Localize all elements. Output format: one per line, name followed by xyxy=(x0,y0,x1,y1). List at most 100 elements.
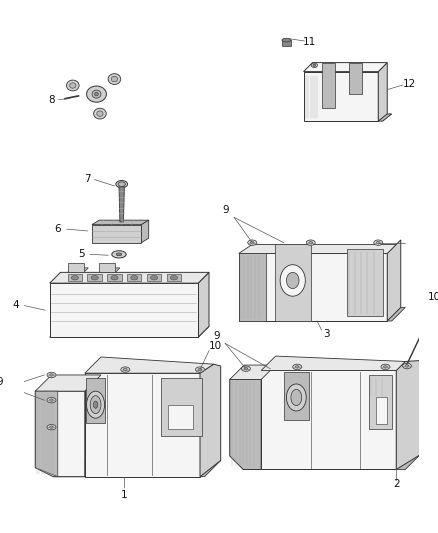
Text: 5: 5 xyxy=(78,249,85,260)
Ellipse shape xyxy=(92,90,101,98)
Polygon shape xyxy=(321,62,335,108)
Polygon shape xyxy=(239,245,396,254)
Ellipse shape xyxy=(248,240,257,245)
Ellipse shape xyxy=(117,253,122,256)
Ellipse shape xyxy=(47,424,56,430)
Ellipse shape xyxy=(311,63,318,68)
Polygon shape xyxy=(49,283,198,337)
Polygon shape xyxy=(275,245,311,321)
Text: 1: 1 xyxy=(121,490,128,500)
Text: 8: 8 xyxy=(48,94,55,104)
Ellipse shape xyxy=(241,366,251,372)
Ellipse shape xyxy=(293,364,302,369)
Polygon shape xyxy=(198,272,209,337)
Polygon shape xyxy=(169,405,193,429)
Ellipse shape xyxy=(91,276,98,280)
Ellipse shape xyxy=(313,64,316,67)
Ellipse shape xyxy=(291,390,302,406)
Text: 11: 11 xyxy=(303,37,316,47)
Ellipse shape xyxy=(95,92,98,96)
Ellipse shape xyxy=(198,368,202,370)
Ellipse shape xyxy=(49,399,53,401)
Polygon shape xyxy=(304,62,387,71)
Polygon shape xyxy=(239,254,266,321)
Ellipse shape xyxy=(251,241,254,244)
Text: 9: 9 xyxy=(222,205,229,215)
Ellipse shape xyxy=(67,80,79,91)
Ellipse shape xyxy=(306,240,315,245)
Ellipse shape xyxy=(124,368,127,370)
Polygon shape xyxy=(369,375,392,429)
Polygon shape xyxy=(127,274,141,281)
Ellipse shape xyxy=(94,108,106,119)
Polygon shape xyxy=(230,379,261,470)
Ellipse shape xyxy=(87,391,105,418)
Text: 10: 10 xyxy=(209,341,222,351)
Ellipse shape xyxy=(97,111,103,116)
Ellipse shape xyxy=(376,241,380,244)
Polygon shape xyxy=(49,272,209,283)
Ellipse shape xyxy=(384,366,387,368)
Ellipse shape xyxy=(49,426,53,429)
Ellipse shape xyxy=(112,251,126,258)
Polygon shape xyxy=(49,326,209,337)
Ellipse shape xyxy=(374,240,383,245)
Text: 6: 6 xyxy=(54,224,61,234)
Polygon shape xyxy=(349,62,362,94)
Polygon shape xyxy=(141,220,148,243)
Ellipse shape xyxy=(116,181,127,188)
Polygon shape xyxy=(378,62,387,121)
Polygon shape xyxy=(88,274,102,281)
Polygon shape xyxy=(308,114,392,121)
Polygon shape xyxy=(35,391,85,477)
Polygon shape xyxy=(68,274,82,281)
Polygon shape xyxy=(99,263,115,272)
Polygon shape xyxy=(376,398,387,424)
Polygon shape xyxy=(387,240,401,321)
Polygon shape xyxy=(261,370,396,470)
Ellipse shape xyxy=(111,276,118,280)
Polygon shape xyxy=(92,224,141,243)
Text: 10: 10 xyxy=(427,292,438,302)
Polygon shape xyxy=(68,268,88,272)
Polygon shape xyxy=(147,274,161,281)
Text: 9: 9 xyxy=(0,377,3,387)
Ellipse shape xyxy=(286,384,306,411)
Polygon shape xyxy=(119,187,124,222)
Ellipse shape xyxy=(295,366,299,368)
Ellipse shape xyxy=(93,401,98,408)
Polygon shape xyxy=(35,391,58,477)
Ellipse shape xyxy=(47,398,56,403)
Ellipse shape xyxy=(118,182,125,187)
Polygon shape xyxy=(396,360,420,470)
Ellipse shape xyxy=(151,276,158,280)
Polygon shape xyxy=(304,71,378,121)
Polygon shape xyxy=(68,263,84,272)
Polygon shape xyxy=(85,373,200,477)
Polygon shape xyxy=(53,461,221,477)
Ellipse shape xyxy=(108,74,121,84)
Ellipse shape xyxy=(381,364,390,369)
Ellipse shape xyxy=(195,367,205,372)
Polygon shape xyxy=(252,308,405,321)
Ellipse shape xyxy=(111,76,117,82)
Ellipse shape xyxy=(49,374,53,376)
Ellipse shape xyxy=(286,272,299,288)
Polygon shape xyxy=(284,372,309,420)
Ellipse shape xyxy=(280,265,305,296)
Ellipse shape xyxy=(405,365,409,367)
Ellipse shape xyxy=(121,367,130,372)
Ellipse shape xyxy=(282,38,291,42)
Polygon shape xyxy=(107,274,122,281)
Polygon shape xyxy=(200,364,221,477)
Polygon shape xyxy=(282,40,291,45)
Ellipse shape xyxy=(71,276,78,280)
Text: 7: 7 xyxy=(84,174,91,184)
Ellipse shape xyxy=(244,368,248,370)
Polygon shape xyxy=(167,274,181,281)
Polygon shape xyxy=(243,455,420,470)
Polygon shape xyxy=(92,220,148,224)
Text: 3: 3 xyxy=(323,328,329,338)
Ellipse shape xyxy=(131,276,138,280)
Text: 4: 4 xyxy=(12,300,19,310)
